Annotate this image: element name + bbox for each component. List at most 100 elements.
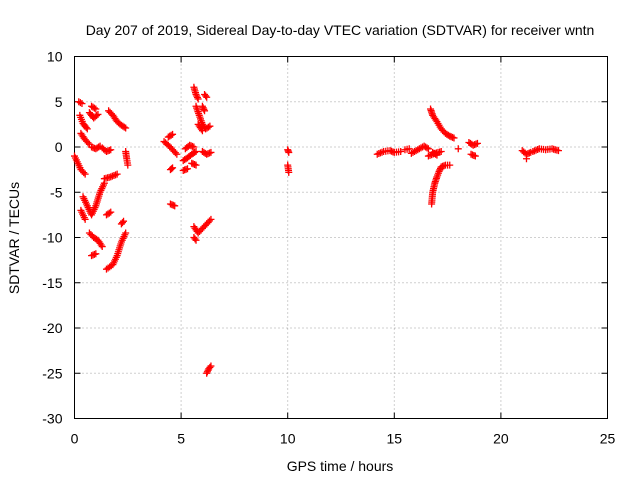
data-point: [522, 155, 530, 163]
data-point: [450, 134, 458, 142]
data-point: [376, 149, 384, 157]
data-point: [193, 94, 201, 102]
data-point: [191, 148, 199, 156]
data-point: [93, 112, 101, 120]
y-tick-label: -5: [50, 184, 63, 200]
data-point: [454, 145, 462, 153]
x-tick-label: 0: [71, 431, 79, 447]
data-point: [432, 150, 440, 158]
y-tick-label: 0: [55, 139, 63, 155]
data-point: [206, 217, 214, 225]
data-point: [83, 125, 91, 133]
data-point: [191, 235, 199, 243]
data-point: [437, 148, 445, 156]
x-tick-label: 10: [280, 431, 296, 447]
data-point: [192, 148, 200, 156]
data-point: [198, 127, 206, 135]
data-point: [169, 164, 177, 172]
data-point: [120, 123, 128, 131]
data-point: [197, 125, 205, 133]
data-point: [108, 172, 116, 180]
data-point: [201, 107, 209, 115]
data-point: [405, 145, 413, 153]
y-tick-label: -10: [42, 230, 62, 246]
data-point: [173, 150, 181, 158]
x-tick-label: 25: [600, 431, 616, 447]
data-point: [122, 229, 130, 237]
data-point: [113, 170, 121, 178]
data-point: [207, 362, 215, 370]
data-point: [203, 368, 211, 376]
y-tick-label: -20: [42, 320, 62, 336]
data-point: [82, 124, 90, 132]
data-point: [473, 139, 481, 147]
data-point: [192, 236, 200, 244]
y-tick-label: -30: [42, 411, 62, 427]
data-point: [433, 151, 441, 159]
data-point: [171, 149, 179, 157]
x-tick-label: 15: [387, 431, 403, 447]
data-point: [194, 95, 202, 103]
data-point: [423, 144, 431, 152]
data-point: [84, 139, 92, 147]
data-point: [98, 243, 106, 251]
data-point: [167, 131, 175, 139]
data-point: [435, 167, 443, 175]
data-point: [532, 146, 540, 154]
y-tick-label: 10: [47, 49, 63, 65]
data-point: [530, 147, 538, 155]
y-axis-label: SDTVAR / TECUs: [6, 182, 22, 294]
data-point: [192, 91, 200, 99]
data-point: [107, 173, 115, 181]
data-point: [168, 165, 176, 173]
data-point: [81, 215, 89, 223]
x-tick-label: 20: [493, 431, 509, 447]
data-point: [198, 102, 206, 110]
data-point: [471, 152, 479, 160]
data-point: [80, 169, 88, 177]
chart-title: Day 207 of 2019, Sidereal Day-to-day VTE…: [86, 22, 595, 38]
data-point: [446, 161, 454, 169]
data-point: [124, 161, 132, 169]
data-point: [92, 250, 100, 258]
data-point: [81, 170, 89, 178]
data-point: [285, 148, 293, 156]
data-point: [204, 123, 212, 131]
data-point: [285, 168, 293, 176]
data-point: [110, 172, 118, 180]
data-point: [78, 100, 86, 108]
data-point: [375, 150, 383, 158]
data-point: [95, 143, 103, 151]
data-point: [206, 363, 214, 371]
data-point: [118, 219, 126, 227]
data-point: [203, 93, 211, 101]
data-point: [90, 104, 98, 112]
data-point: [122, 124, 130, 132]
data-point: [92, 105, 100, 113]
data-point: [96, 142, 104, 150]
data-point: [207, 148, 215, 156]
data-point: [397, 148, 405, 156]
x-tick-labels: 0 5 10 15 20 25: [71, 431, 616, 447]
data-point: [107, 208, 115, 216]
y-tick-label: 5: [55, 94, 63, 110]
data-point: [199, 104, 207, 112]
data-point: [207, 215, 215, 223]
data-point: [76, 99, 84, 107]
data-point: [97, 241, 105, 249]
axis-ticks: [74, 56, 608, 419]
y-tick-labels: 10 5 0 -5 -10 -15 -20 -25 -30: [42, 49, 62, 427]
data-point: [373, 150, 381, 158]
data-point: [424, 145, 432, 153]
data-point: [436, 166, 444, 174]
data-point: [424, 152, 432, 160]
plot-frame: [74, 56, 608, 419]
data-point: [107, 146, 115, 154]
y-tick-label: -25: [42, 365, 62, 381]
x-tick-label: 5: [177, 431, 185, 447]
data-point: [193, 92, 201, 100]
data-point: [202, 92, 210, 100]
grid-lines: [74, 56, 608, 419]
data-point: [200, 105, 208, 113]
